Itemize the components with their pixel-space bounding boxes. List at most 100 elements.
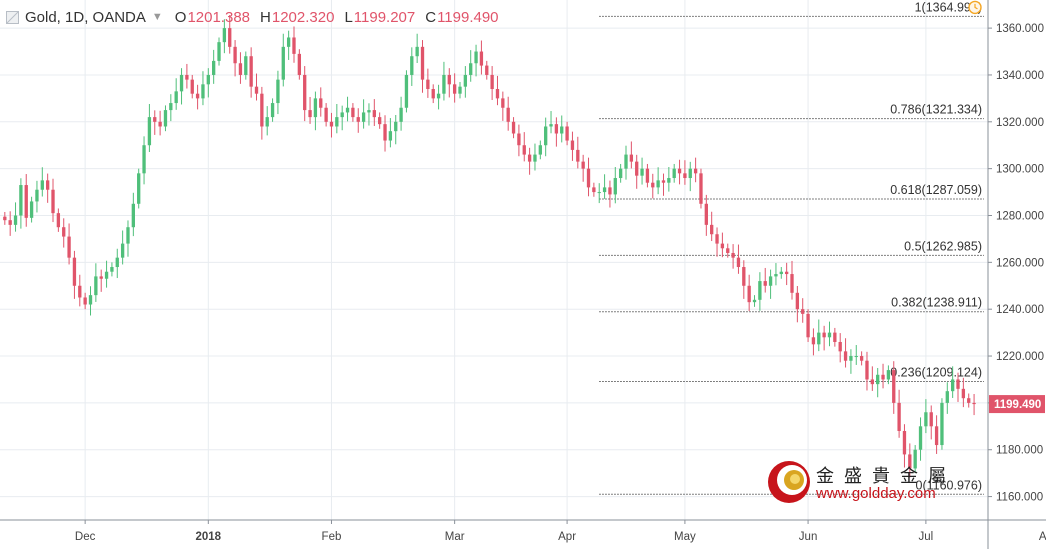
candle-body [774,274,778,277]
candle-body [222,28,227,43]
candle-body [742,267,746,286]
candle-body [576,149,580,162]
candle-body [13,215,18,225]
candle-body [399,107,403,122]
last-price-tag [989,395,1045,414]
candle-body [522,145,526,155]
candle-body [929,412,933,427]
candle-body [972,402,976,405]
candles [3,14,976,478]
candle-body [597,192,601,194]
candle-body [886,370,891,380]
candle-body [62,227,66,237]
ohlc-open-key: O [174,8,187,26]
x-tick-label: Jun [799,531,818,543]
candle-body [78,285,82,298]
candle-body [527,154,532,162]
candle-body [292,37,296,54]
candle-body [212,60,216,75]
candle-body [388,131,393,141]
candle-body [934,426,939,446]
x-tick-label: May [674,531,696,543]
y-tick-label: 1300.000 [996,164,1044,176]
candle-body [549,124,553,127]
fib-level-label: 1(1364.994) [915,0,982,14]
candle-body [153,117,157,122]
ohlc-close-value: 1199.490 [437,8,499,26]
fib-level-label: 0.5(1262.985) [904,239,982,253]
candle-body [233,46,237,64]
candle-body [378,117,382,125]
candle-body [308,110,312,118]
candle-body [367,110,371,113]
candle-body [897,402,901,431]
candle-body [956,379,960,389]
candle-body [217,42,221,61]
candle-body [538,145,542,155]
candle-body [463,74,468,87]
candle-body [533,154,537,162]
candle-body [195,93,200,99]
y-tick-label: 1160.000 [996,492,1043,504]
x-tick-label: Apr [558,531,576,543]
x-tick-label: 2018 [196,531,222,543]
symbol-label[interactable]: Gold, 1D, OANDA [25,8,146,26]
ohlc-high-value: 1202.320 [271,8,335,26]
candle-body [72,257,77,286]
chevron-down-icon[interactable]: ▼ [151,11,163,23]
candle-body [806,313,810,338]
candle-body [661,180,666,183]
ohlc-open-value: 1201.388 [187,8,251,26]
candle-body [442,74,446,94]
candle-body [29,201,34,218]
candle-body [158,121,162,127]
candle-body [3,216,7,221]
candle-body [485,65,489,75]
candle-body [281,46,285,80]
candle-body [833,332,837,342]
candle-body [201,84,205,99]
candle-body [94,276,98,296]
ohlc-high-key: H [260,8,271,26]
symbol-square-icon [6,10,19,24]
candle-body [629,154,634,162]
candle-body [313,98,318,118]
candle-body [426,79,430,90]
candle-body [490,74,494,90]
candle-body [908,454,912,469]
candle-body [704,203,708,225]
candle-body [902,430,907,455]
candle-body [340,112,344,118]
candle-body [244,56,248,75]
candle-body [137,173,141,204]
candle-body [142,145,146,174]
candle-body [961,388,966,399]
candle-body [635,161,639,176]
candle-body [827,332,832,338]
candle-body [752,299,757,303]
candle-body [351,107,355,118]
candle-body [784,271,789,275]
candle-body [474,51,478,64]
candle-body [715,234,719,244]
candle-body [967,398,971,403]
candle-body [618,168,623,179]
candle-body [790,274,794,293]
candle-body [335,117,339,127]
candle-body [120,243,125,258]
clock-icon [968,0,982,15]
candle-body [45,180,50,190]
y-tick-label: 1360.000 [996,23,1044,35]
candle-body [356,117,360,122]
candle-body [506,107,510,122]
candle-body [517,133,521,146]
candle-body [324,107,328,122]
candle-body [688,168,692,179]
candle-body [35,189,39,202]
candle-body [592,187,596,193]
watermark-title: 金盛貴金屬 [816,466,956,487]
candle-body [303,74,307,111]
candle-body [892,370,896,403]
